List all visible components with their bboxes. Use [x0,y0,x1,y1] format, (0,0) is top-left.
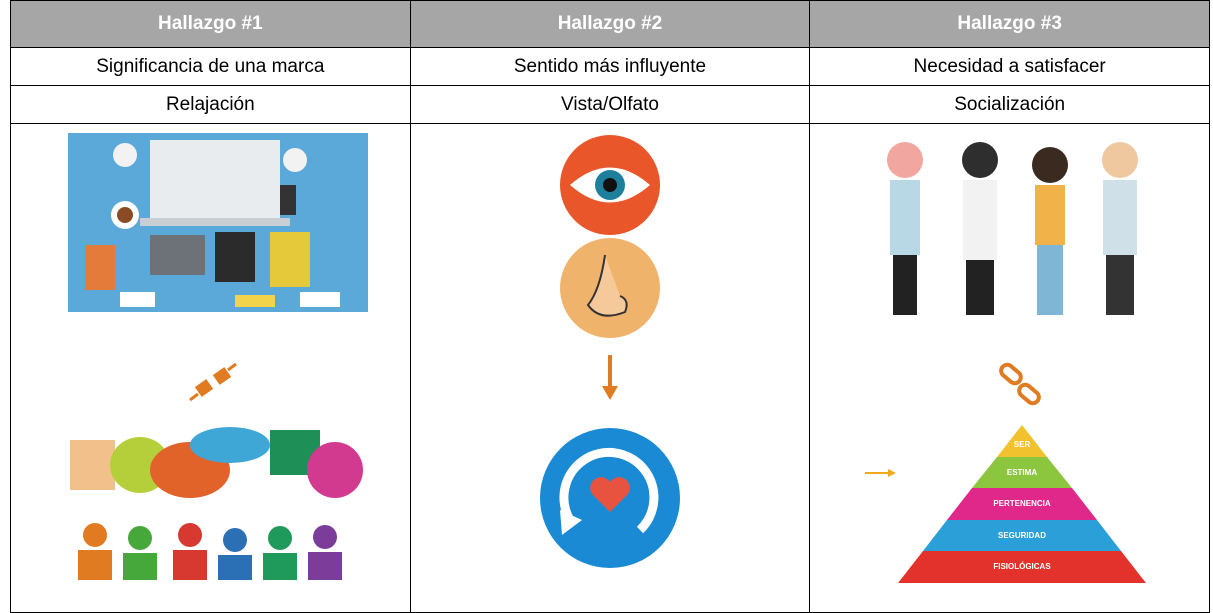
pyramid-level: SEGURIDAD [998,531,1046,540]
cell: Significancia de una marca [10,47,411,86]
nose-icon [560,238,660,338]
cell: Sentido más influyente [409,47,811,86]
eye-icon [560,135,660,235]
broken-chain-icon [999,362,1041,406]
header-cell: Hallazgo #1 [10,0,411,48]
pyramid-level: FISIOLÓGICAS [993,562,1051,571]
people-image [887,142,1138,315]
pyramid-level: PERTENENCIA [993,499,1051,508]
heart-cycle-icon [540,428,680,568]
cell: Socialización [809,85,1210,124]
maslow-pyramid: SER ESTIMA PERTENENCIA SEGURIDAD FISIOLÓ… [898,425,1146,583]
down-arrow [602,355,618,400]
row: Relajación Vista/Olfato Socialización [10,85,1210,124]
plug-icon [189,362,237,402]
pointer-arrow [865,469,896,477]
pyramid-level: ESTIMA [1007,468,1037,477]
row: Significancia de una marca Sentido más i… [10,47,1210,86]
pyramid-level: SER [1014,440,1031,449]
cell: Necesidad a satisfacer [809,47,1210,86]
speech-bubbles-image [70,427,363,580]
workspace-image [68,133,368,312]
cell: Vista/Olfato [409,85,811,124]
header-row: Hallazgo #1 Hallazgo #2 Hallazgo #3 [10,0,1210,48]
